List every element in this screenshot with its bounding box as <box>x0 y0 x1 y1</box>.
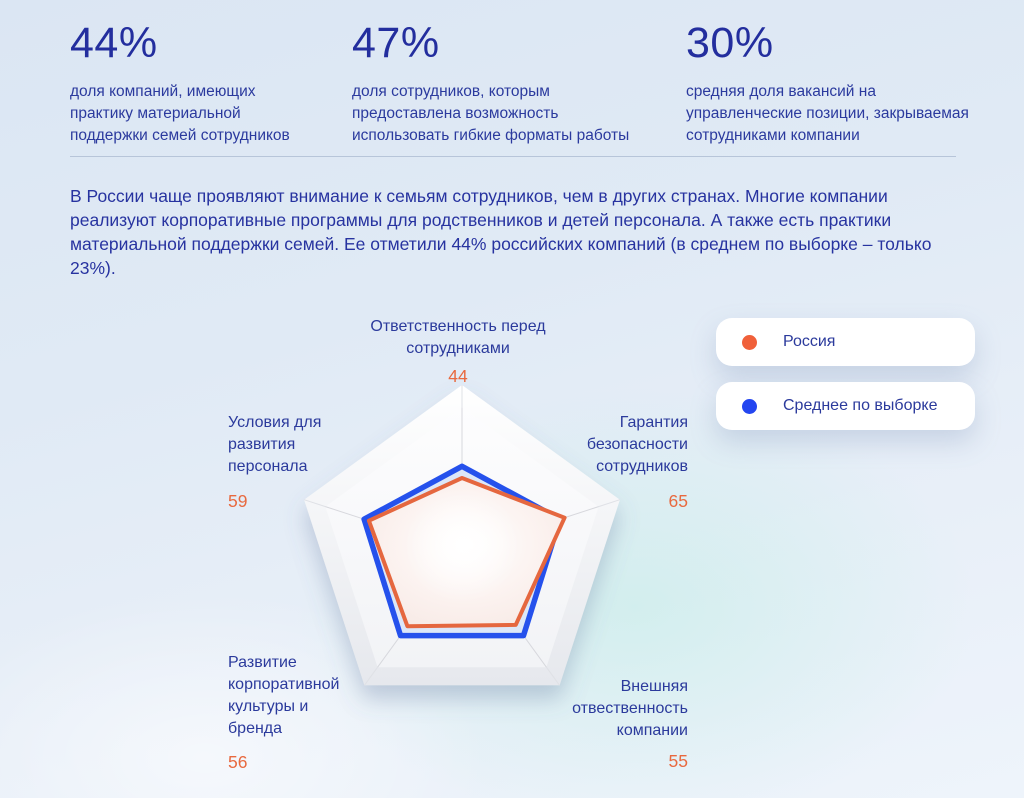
legend-item-label: Среднее по выборке <box>783 397 938 414</box>
section-divider <box>70 156 956 157</box>
stat-card-3: 30% средняя доля вакансий на управленчес… <box>686 19 982 146</box>
stat-description-3: средняя доля вакансий на управленческие … <box>686 83 969 144</box>
axis-value: 44 <box>448 366 468 386</box>
axis-value: 56 <box>228 752 248 772</box>
stat-description-1: доля компаний, имеющих практику материал… <box>70 83 290 144</box>
legend-item-sample-average[interactable]: Среднее по выборке <box>716 382 975 430</box>
radar-chart <box>303 385 621 686</box>
axis-label-text: Условия для развития персонала <box>228 414 322 475</box>
axis-label-text: Развитие корпоративной культуры и бренда <box>228 654 340 737</box>
axis-label-text: Ответственность перед сотрудниками <box>370 318 546 357</box>
axis-value: 55 <box>668 751 688 771</box>
axis-label-responsibility: Ответственность перед сотрудниками 44 <box>330 316 586 387</box>
axis-label-text: Гарантия безопасности сотрудников <box>586 414 688 475</box>
legend-dot-icon <box>742 334 757 350</box>
stat-value-3: 30% <box>686 19 774 67</box>
axis-value: 65 <box>668 491 688 511</box>
axis-value: 59 <box>228 491 248 511</box>
stat-value-1: 44% <box>70 19 158 67</box>
legend-dot-icon <box>742 398 757 414</box>
axis-label-external-responsibility: Внешняя отвественность компании 55 <box>538 676 688 772</box>
stat-description-2: доля сотрудников, которым предоставлена … <box>352 83 630 144</box>
axis-label-personnel-development: Условия для развития персонала 59 <box>228 412 348 512</box>
axis-label-text: Внешняя отвественность компании <box>572 678 688 739</box>
axis-label-safety: Гарантия безопасности сотрудников 65 <box>538 412 688 512</box>
stat-value-2: 47% <box>352 19 440 67</box>
stat-card-2: 47% доля сотрудников, которым предоставл… <box>352 19 640 146</box>
legend-item-russia[interactable]: Россия <box>716 318 975 366</box>
axis-label-culture-brand: Развитие корпоративной культуры и бренда… <box>228 652 363 773</box>
stat-card-1: 44% доля компаний, имеющих практику мате… <box>70 19 315 146</box>
legend-item-label: Россия <box>783 333 836 350</box>
intro-paragraph: В России чаще проявляют внимание к семья… <box>70 186 932 278</box>
